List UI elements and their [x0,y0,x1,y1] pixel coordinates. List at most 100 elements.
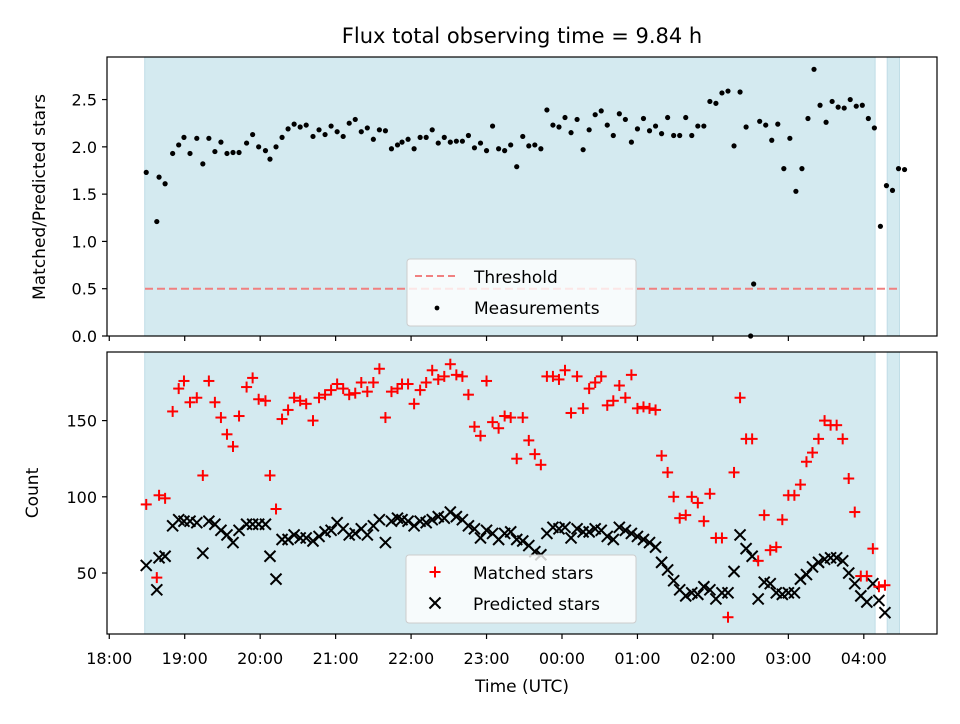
count-legend: Matched stars Predicted stars [405,554,637,624]
measurement-point-96 [725,88,731,94]
matched-point-71 [571,370,583,382]
matched-point-110 [807,447,818,459]
measurement-point-112 [817,102,823,108]
matched-point-12 [215,412,227,424]
measurement-point-118 [853,103,859,109]
measurement-point-95 [719,90,725,96]
measurement-point-23 [285,126,291,132]
predicted-point-55 [474,531,487,545]
measurement-point-9 [200,161,206,167]
measurement-point-5 [176,142,182,148]
measurement-point-46 [423,134,429,140]
predicted-point-81 [631,530,644,543]
measurement-point-52 [459,138,465,144]
matched-point-78 [613,380,625,392]
threshold-legend-label: Threshold [473,268,558,288]
matched-point-111 [813,433,825,445]
ratio-y-tick-label-1: 0.5 [72,280,97,299]
measurement-point-105 [775,121,781,127]
measurement-point-122 [877,223,884,229]
count-panel: 50 100 150 18:00 19:00 20:00 21:00 22:00 23:00 0… [23,351,938,697]
measurement-point-84 [652,123,659,129]
measurement-point-37 [370,136,376,142]
predicted-point-86 [661,563,674,577]
measurement-point-108 [793,188,799,194]
predicted-point-9 [196,547,210,560]
predicted-point-109 [800,568,813,581]
chart-title: Flux total observing time = 9.84 h [342,24,702,48]
predicted-point-78 [613,521,626,534]
measurement-point-53 [465,132,472,139]
predicted-point-110 [806,560,819,574]
matched-point-122 [879,579,891,591]
measurement-point-12 [218,139,224,145]
predicted-point-70 [564,531,578,545]
predicted-legend-label: Predicted stars [473,595,600,615]
measurement-point-93 [707,98,713,105]
matched-point-83 [644,402,656,414]
matched-point-18 [253,393,265,405]
measurement-point-83 [646,128,653,134]
matched-point-37 [367,376,379,388]
matched-point-19 [259,395,271,407]
measurement-point-0 [143,169,149,175]
measurement-point-99 [743,124,749,130]
predicted-point-38 [373,513,386,526]
predicted-point-77 [607,533,620,546]
predicted-point-54 [468,522,481,536]
measurement-point-10 [206,135,212,141]
measurement-point-1 [154,218,160,225]
measurement-point-48 [435,140,441,146]
matched-point-22 [276,413,288,425]
matched-point-55 [475,430,486,442]
predicted-point-79 [619,524,632,537]
predicted-point-121 [872,594,886,607]
measurement-point-86 [665,114,671,121]
predicted-point-0 [140,559,153,572]
measurement-point-22 [279,134,285,140]
matched-point-104 [770,541,782,553]
matched-point-3 [159,492,171,504]
measurement-point-107 [787,135,793,141]
matched-point-67 [547,370,559,382]
predicted-point-92 [697,580,711,593]
measurement-point-69 [562,114,568,121]
measurement-point-78 [616,111,622,117]
predicted-point-1 [150,583,164,597]
predicted-point-30 [324,524,338,537]
predicted-point-3 [158,550,172,563]
time-x-tick-label-10: 04:00 [841,649,887,668]
ratio-panel-frame [106,56,938,337]
matched-point-2 [153,489,165,501]
measurement-point-124 [889,187,896,193]
matched-point-4 [167,405,179,417]
predicted-point-26 [299,531,313,545]
predicted-point-85 [655,556,668,569]
ratio-y-tick-label-4: 2.0 [72,138,97,157]
matched-point-119 [861,570,873,582]
predicted-point-97 [727,565,741,578]
matched-point-98 [734,392,746,404]
measurement-point-87 [671,132,677,139]
matched-point-27 [307,415,319,427]
count-observing-span-1 [886,351,901,635]
matched-point-82 [637,401,649,413]
matched-point-68 [553,373,565,385]
matched-point-86 [662,466,674,478]
measurement-point-59 [502,148,508,154]
measurement-point-73 [586,127,592,133]
predicted-point-96 [721,586,735,600]
measurement-point-31 [334,129,340,135]
measurement-point-47 [429,127,435,133]
measurement-point-81 [634,126,641,132]
measurement-point-17 [250,131,256,138]
matched-point-15 [233,410,245,422]
measurement-point-25 [297,124,303,130]
measurement-point-44 [411,146,417,152]
measurement-point-75 [598,108,604,114]
matched-legend-swatch [429,566,441,578]
measurement-point-88 [677,132,683,139]
measurement-point-121 [871,125,877,131]
measurement-point-32 [340,133,346,140]
predicted-point-8 [190,516,203,529]
